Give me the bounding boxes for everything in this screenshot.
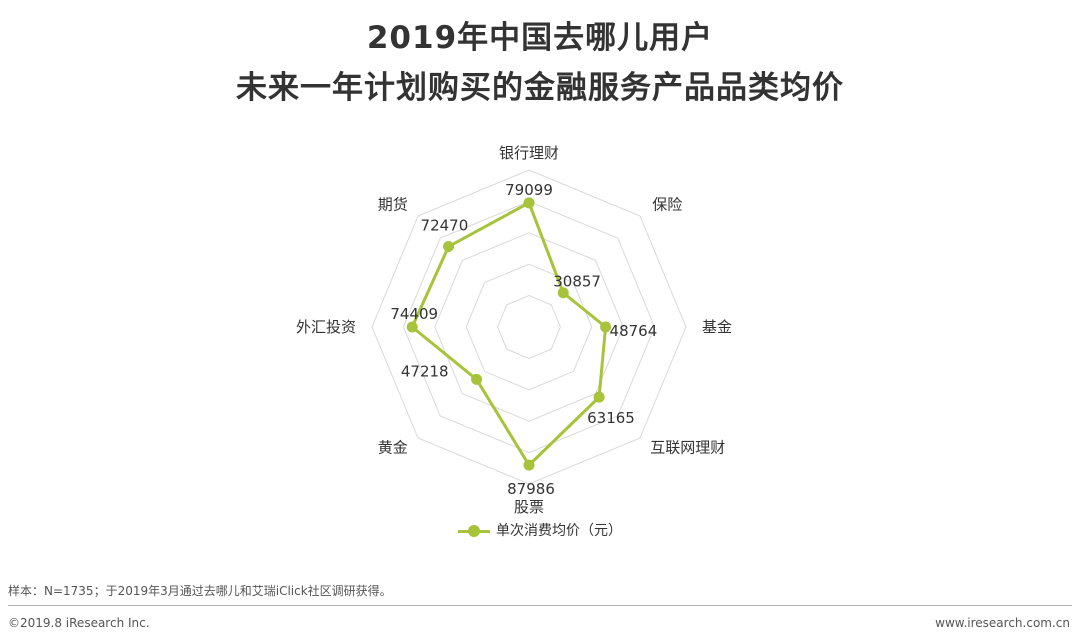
data-point-5 [471, 373, 483, 385]
data-point-1 [557, 287, 569, 299]
grid-ring-1 [497, 295, 561, 359]
data-label-3: 63165 [587, 409, 635, 427]
data-label-7: 72470 [421, 217, 469, 235]
axis-label-3: 互联网理财 [650, 438, 725, 456]
data-series-line [410, 201, 608, 467]
legend-label: 单次消费均价（元） [496, 523, 622, 539]
sample-note: 样本：N=1735；于2019年3月通过去哪儿和艾瑞iClick社区调研获得。 [8, 584, 392, 598]
axis-label-7: 期货 [378, 196, 408, 214]
copyright: ©2019.8 iResearch Inc. [8, 616, 150, 630]
axis-label-2: 基金 [702, 318, 732, 336]
grid-ring-4 [402, 200, 656, 454]
chart-title-line2: 未来一年计划购买的金融服务产品品类均价 [236, 70, 844, 106]
data-label-4: 87986 [507, 480, 555, 498]
axis-label-4: 股票 [514, 498, 544, 515]
data-label-0: 79099 [505, 181, 553, 199]
grid-ring-3 [434, 232, 624, 422]
data-label-1: 30857 [553, 273, 601, 291]
grid-ring-5 [371, 169, 687, 485]
axis-label-0: 银行理财 [499, 144, 559, 162]
legend: 单次消费均价（元） [0, 520, 1080, 540]
data-point-4 [523, 459, 535, 471]
axis-label-6: 外汇投资 [296, 318, 356, 336]
axis-label-5: 黄金 [378, 438, 408, 456]
legend-marker [458, 525, 490, 537]
data-point-2 [600, 321, 612, 333]
footer-divider [8, 605, 1072, 606]
chart-title-line1: 2019年中国去哪儿用户 [366, 20, 714, 56]
axis-label-1: 保险 [652, 196, 682, 214]
data-point-6 [406, 321, 418, 333]
grid-ring-2 [465, 263, 593, 391]
data-point-3 [593, 391, 605, 403]
data-point-0 [523, 197, 535, 209]
data-label-2: 48764 [610, 322, 658, 340]
data-point-7 [443, 241, 455, 253]
website: www.iresearch.com.cn [935, 616, 1070, 630]
data-label-6: 74409 [390, 305, 438, 323]
data-label-5: 47218 [401, 362, 449, 380]
